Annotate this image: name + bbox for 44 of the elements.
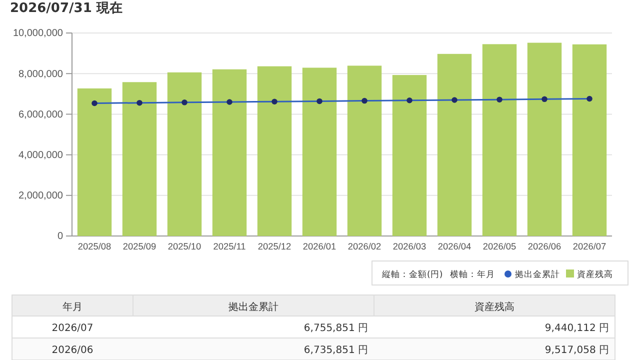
y-tick-label: 6,000,000 [18, 109, 64, 120]
text: 9,517,058 円 [544, 345, 609, 356]
text: 2026/06 [52, 345, 94, 356]
text: 2026/07 [52, 323, 94, 334]
text: 縦軸：金額(円) [382, 270, 443, 280]
text: 資産残高 [474, 302, 514, 313]
bar [437, 54, 472, 236]
legend-label: 拠出金累計 [515, 269, 560, 280]
chart-title: 2026/07/31 現在 [10, 1, 122, 16]
text: 6,735,851 円 [304, 345, 368, 356]
text: 6,755,851 円 [304, 323, 368, 334]
bar [167, 72, 202, 236]
x-tick-label: 2025/12 [258, 242, 292, 252]
y-tick-label: 10,000,000 [12, 28, 64, 40]
x-tick-label: 2025/09 [122, 242, 156, 252]
x-tick-label: 2026/02 [348, 242, 382, 252]
bar [572, 44, 607, 236]
bar [212, 69, 247, 236]
text: 9,440,112 円 [544, 323, 609, 334]
x-tick-label: 2026/03 [392, 242, 426, 252]
x-tick-label: 2025/08 [78, 242, 112, 252]
x-tick-label: 2026/01 [302, 242, 336, 252]
bar [257, 66, 292, 236]
text: 横軸：年月 [450, 270, 495, 280]
bar [302, 68, 337, 236]
bar [527, 42, 562, 236]
x-tick-label: 2025/10 [168, 242, 202, 252]
bar [122, 82, 157, 236]
x-tick-label: 2026/04 [438, 242, 472, 252]
x-tick-label: 2025/11 [213, 242, 246, 252]
x-tick-label: 2026/06 [528, 242, 562, 252]
bar [392, 75, 427, 236]
x-tick-label: 2026/07 [572, 242, 606, 252]
y-tick-label: 0 [57, 231, 64, 242]
y-tick-label: 4,000,000 [18, 150, 64, 161]
y-tick-label: 8,000,000 [18, 68, 64, 80]
x-tick-label: 2026/05 [482, 242, 516, 252]
legend-label: 資産残高 [577, 269, 613, 280]
bar [347, 66, 382, 236]
y-tick-label: 2,000,000 [18, 190, 64, 202]
text: 拠出金累計 [228, 302, 278, 313]
bar [482, 44, 517, 236]
text: 年月 [62, 301, 82, 313]
bar [77, 88, 112, 236]
